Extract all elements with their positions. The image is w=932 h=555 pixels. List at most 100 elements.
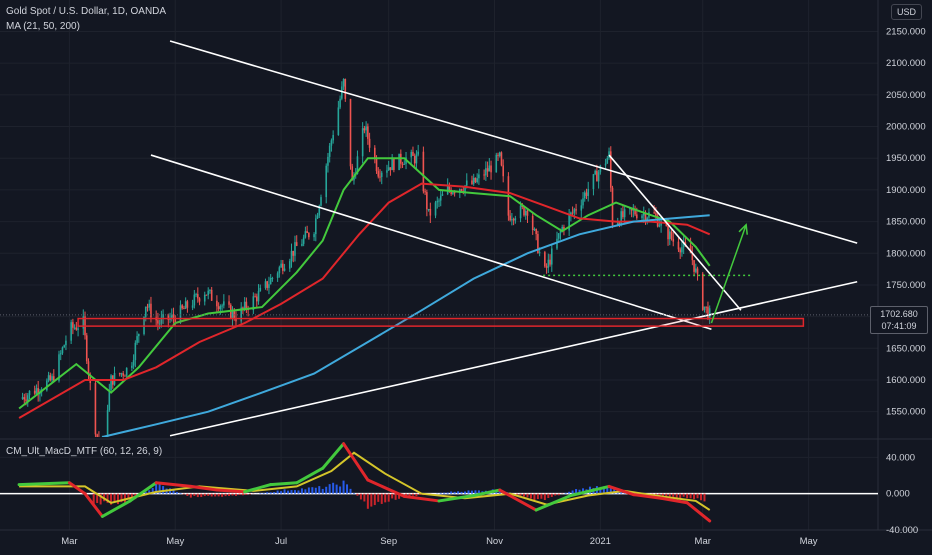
candle: [607, 156, 609, 164]
candle: [70, 320, 72, 344]
histogram-bar: [329, 484, 331, 494]
candle: [485, 161, 487, 181]
candle-body: [345, 79, 347, 99]
candle-body: [502, 165, 504, 176]
candle: [265, 279, 267, 290]
candle: [256, 294, 258, 309]
candle-body: [549, 260, 551, 265]
candle: [86, 333, 88, 364]
candle: [483, 169, 485, 179]
candle-body: [36, 388, 38, 394]
candle: [289, 259, 291, 272]
histogram-bar: [467, 490, 469, 493]
candle-body: [398, 154, 400, 170]
histogram-bar: [242, 494, 244, 496]
candle-body: [483, 174, 485, 175]
candle-body: [426, 192, 428, 209]
candle-body: [187, 301, 189, 307]
candle: [199, 297, 201, 305]
time-tick-label: May: [800, 536, 818, 547]
candle: [475, 177, 477, 183]
candle: [327, 153, 329, 173]
histogram-bar: [218, 494, 220, 497]
histogram-bar: [356, 494, 358, 496]
candle-body: [204, 295, 206, 302]
candle: [473, 174, 475, 186]
price-tick-label: 2100.000: [886, 58, 926, 69]
candle-body: [678, 242, 680, 250]
histogram-bar: [179, 493, 181, 494]
currency-button[interactable]: USD: [891, 4, 922, 20]
candle: [377, 167, 379, 178]
histogram-bar: [332, 483, 334, 494]
histogram-bar: [391, 494, 393, 499]
candle: [580, 199, 582, 217]
price-tick-label: 2000.000: [886, 122, 926, 133]
histogram-bar: [572, 491, 574, 494]
candle-body: [476, 178, 478, 182]
candle: [221, 304, 223, 311]
candle-body: [86, 335, 88, 361]
time-tick-label: Jul: [275, 536, 287, 547]
candle: [403, 160, 405, 165]
candle: [216, 295, 218, 313]
candle: [671, 230, 673, 241]
candle: [548, 254, 550, 273]
candle: [546, 263, 548, 274]
histogram-bar: [207, 494, 209, 496]
histogram-bar: [370, 494, 372, 507]
histogram-bar: [697, 494, 699, 499]
candle-body: [709, 308, 711, 318]
candle: [211, 287, 213, 301]
candle-body: [707, 307, 709, 319]
candle-body: [292, 251, 294, 256]
candle-body: [702, 274, 704, 310]
candle-body: [282, 264, 284, 271]
candle: [291, 244, 293, 268]
candle-body: [325, 166, 327, 197]
candle: [435, 201, 437, 218]
candle-body: [259, 288, 261, 291]
candle: [109, 384, 111, 412]
candle-body: [403, 164, 405, 165]
candle: [350, 99, 352, 170]
candle: [195, 293, 197, 297]
histogram-bar: [690, 494, 692, 499]
time-tick-label: Mar: [695, 536, 711, 547]
candle-body: [416, 155, 418, 164]
candle-body: [34, 391, 36, 394]
candle: [605, 159, 607, 170]
macd-line-segment: [19, 483, 69, 485]
histogram-bar: [277, 491, 279, 494]
candle-body: [291, 251, 293, 261]
candle: [511, 213, 513, 225]
symbol-legend[interactable]: Gold Spot / U.S. Dollar, 1D, OANDA: [6, 6, 166, 17]
candle: [72, 319, 74, 334]
candle: [568, 209, 570, 236]
candle: [551, 244, 553, 272]
candle: [534, 227, 536, 231]
candle: [417, 145, 419, 156]
candle-body: [636, 214, 638, 218]
candle: [702, 272, 704, 311]
macd-legend[interactable]: CM_Ult_MacD_MTF (60, 12, 26, 9): [6, 446, 162, 457]
histogram-bar: [700, 494, 702, 501]
support-zone: [78, 319, 803, 327]
candle: [582, 192, 584, 209]
ma-legend[interactable]: MA (21, 50, 200): [6, 21, 80, 32]
candle-body: [607, 158, 609, 164]
histogram-bar: [343, 481, 345, 494]
histogram-bar: [186, 494, 188, 496]
histogram-bar: [554, 494, 556, 496]
candle: [62, 346, 64, 354]
candle: [258, 284, 260, 305]
histogram-bar: [214, 494, 216, 497]
histogram-bar: [270, 492, 272, 493]
candle: [303, 235, 305, 246]
price-tick-label: 2150.000: [886, 27, 926, 38]
candle-body: [461, 189, 463, 191]
histogram-bar: [245, 494, 247, 495]
histogram-bar: [325, 487, 327, 494]
histogram-bar: [474, 490, 476, 493]
